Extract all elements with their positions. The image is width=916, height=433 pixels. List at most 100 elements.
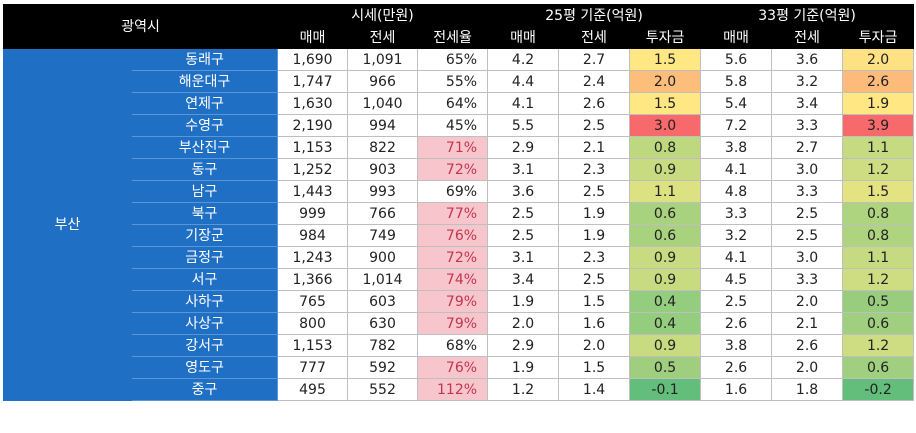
district-cell[interactable]: 서구 — [130, 268, 279, 291]
jeonse-rate-cell[interactable]: 112% — [417, 378, 489, 401]
p25-sale-cell[interactable]: 1.2 — [487, 378, 560, 401]
p25-sale-cell[interactable]: 1.9 — [487, 356, 560, 379]
jeonse-price-cell[interactable]: 1,014 — [347, 268, 419, 291]
district-cell[interactable]: 영도구 — [130, 356, 279, 379]
sale-price-cell[interactable]: 1,443 — [277, 180, 349, 203]
p25-jeonse-cell[interactable]: 2.1 — [558, 136, 631, 159]
district-cell[interactable]: 기장군 — [130, 224, 279, 247]
p25-invest-cell[interactable]: 1.5 — [629, 48, 702, 71]
p25-jeonse-cell[interactable]: 2.5 — [558, 180, 631, 203]
p25-invest-cell[interactable]: 0.9 — [629, 246, 702, 269]
sale-price-cell[interactable]: 2,190 — [277, 114, 349, 137]
sale-price-cell[interactable]: 1,153 — [277, 334, 349, 357]
p25-jeonse-cell[interactable]: 1.9 — [558, 202, 631, 225]
jeonse-price-cell[interactable]: 994 — [347, 114, 419, 137]
district-cell[interactable]: 금정구 — [130, 246, 279, 269]
p33-invest-cell[interactable]: 1.2 — [842, 268, 915, 291]
jeonse-rate-cell[interactable]: 79% — [417, 290, 489, 313]
sale-price-cell[interactable]: 1,153 — [277, 136, 349, 159]
sale-price-cell[interactable]: 1,630 — [277, 92, 349, 115]
p25-sale-cell[interactable]: 2.9 — [487, 136, 560, 159]
jeonse-price-cell[interactable]: 822 — [347, 136, 419, 159]
p33-invest-cell[interactable]: 3.9 — [842, 114, 915, 137]
jeonse-price-cell[interactable]: 903 — [347, 158, 419, 181]
sale-price-cell[interactable]: 1,366 — [277, 268, 349, 291]
jeonse-rate-cell[interactable]: 65% — [417, 48, 489, 71]
jeonse-rate-cell[interactable]: 74% — [417, 268, 489, 291]
p25-jeonse-cell[interactable]: 1.6 — [558, 312, 631, 335]
p33-jeonse-cell[interactable]: 2.5 — [771, 224, 844, 247]
sale-price-cell[interactable]: 1,243 — [277, 246, 349, 269]
jeonse-price-cell[interactable]: 552 — [347, 378, 419, 401]
sale-price-cell[interactable]: 765 — [277, 290, 349, 313]
p25-jeonse-cell[interactable]: 2.5 — [558, 114, 631, 137]
p25-jeonse-cell[interactable]: 1.5 — [558, 356, 631, 379]
p33-invest-cell[interactable]: 1.9 — [842, 92, 915, 115]
p33-sale-cell[interactable]: 5.4 — [700, 92, 773, 115]
jeonse-price-cell[interactable]: 1,040 — [347, 92, 419, 115]
p33-jeonse-cell[interactable]: 2.0 — [771, 356, 844, 379]
jeonse-price-cell[interactable]: 966 — [347, 70, 419, 93]
jeonse-rate-cell[interactable]: 72% — [417, 158, 489, 181]
p33-invest-cell[interactable]: 0.8 — [842, 224, 915, 247]
p33-jeonse-cell[interactable]: 3.4 — [771, 92, 844, 115]
p25-sale-cell[interactable]: 4.2 — [487, 48, 560, 71]
district-cell[interactable]: 남구 — [130, 180, 279, 203]
p33-sale-cell[interactable]: 5.8 — [700, 70, 773, 93]
jeonse-price-cell[interactable]: 900 — [347, 246, 419, 269]
sale-price-cell[interactable]: 1,690 — [277, 48, 349, 71]
jeonse-rate-cell[interactable]: 68% — [417, 334, 489, 357]
p25-jeonse-cell[interactable]: 1.4 — [558, 378, 631, 401]
jeonse-rate-cell[interactable]: 76% — [417, 224, 489, 247]
p33-invest-cell[interactable]: 1.1 — [842, 246, 915, 269]
p25-sale-cell[interactable]: 2.9 — [487, 334, 560, 357]
p33-invest-cell[interactable]: 0.5 — [842, 290, 915, 313]
district-cell[interactable]: 해운대구 — [130, 70, 279, 93]
p33-jeonse-cell[interactable]: 2.6 — [771, 334, 844, 357]
jeonse-rate-cell[interactable]: 71% — [417, 136, 489, 159]
district-cell[interactable]: 수영구 — [130, 114, 279, 137]
p25-invest-cell[interactable]: 1.5 — [629, 92, 702, 115]
jeonse-price-cell[interactable]: 630 — [347, 312, 419, 335]
p33-sale-cell[interactable]: 4.8 — [700, 180, 773, 203]
p33-invest-cell[interactable]: 2.6 — [842, 70, 915, 93]
jeonse-price-cell[interactable]: 766 — [347, 202, 419, 225]
jeonse-rate-cell[interactable]: 45% — [417, 114, 489, 137]
p25-jeonse-cell[interactable]: 1.9 — [558, 224, 631, 247]
p25-invest-cell[interactable]: 0.9 — [629, 268, 702, 291]
p25-sale-cell[interactable]: 3.4 — [487, 268, 560, 291]
p25-sale-cell[interactable]: 2.5 — [487, 224, 560, 247]
p33-jeonse-cell[interactable]: 1.8 — [771, 378, 844, 401]
p25-invest-cell[interactable]: 0.6 — [629, 202, 702, 225]
p33-sale-cell[interactable]: 3.3 — [700, 202, 773, 225]
p33-invest-cell[interactable]: 1.2 — [842, 158, 915, 181]
p25-jeonse-cell[interactable]: 1.5 — [558, 290, 631, 313]
p25-jeonse-cell[interactable]: 2.4 — [558, 70, 631, 93]
jeonse-price-cell[interactable]: 993 — [347, 180, 419, 203]
p33-sale-cell[interactable]: 4.5 — [700, 268, 773, 291]
sale-price-cell[interactable]: 999 — [277, 202, 349, 225]
district-cell[interactable]: 북구 — [130, 202, 279, 225]
district-cell[interactable]: 연제구 — [130, 92, 279, 115]
p33-invest-cell[interactable]: 0.6 — [842, 356, 915, 379]
jeonse-price-cell[interactable]: 782 — [347, 334, 419, 357]
p25-jeonse-cell[interactable]: 2.3 — [558, 246, 631, 269]
p33-jeonse-cell[interactable]: 3.2 — [771, 70, 844, 93]
jeonse-rate-cell[interactable]: 69% — [417, 180, 489, 203]
p25-jeonse-cell[interactable]: 2.0 — [558, 334, 631, 357]
district-cell[interactable]: 사상구 — [130, 312, 279, 335]
p25-invest-cell[interactable]: -0.1 — [629, 378, 702, 401]
district-cell[interactable]: 동래구 — [130, 48, 279, 71]
p33-jeonse-cell[interactable]: 2.1 — [771, 312, 844, 335]
p33-jeonse-cell[interactable]: 3.6 — [771, 48, 844, 71]
jeonse-price-cell[interactable]: 749 — [347, 224, 419, 247]
p33-sale-cell[interactable]: 7.2 — [700, 114, 773, 137]
p25-sale-cell[interactable]: 4.4 — [487, 70, 560, 93]
p33-invest-cell[interactable]: 0.6 — [842, 312, 915, 335]
p33-invest-cell[interactable]: 1.1 — [842, 136, 915, 159]
p25-jeonse-cell[interactable]: 2.5 — [558, 268, 631, 291]
sale-price-cell[interactable]: 1,747 — [277, 70, 349, 93]
p33-sale-cell[interactable]: 4.1 — [700, 158, 773, 181]
p33-sale-cell[interactable]: 3.2 — [700, 224, 773, 247]
p33-invest-cell[interactable]: -0.2 — [842, 378, 915, 401]
